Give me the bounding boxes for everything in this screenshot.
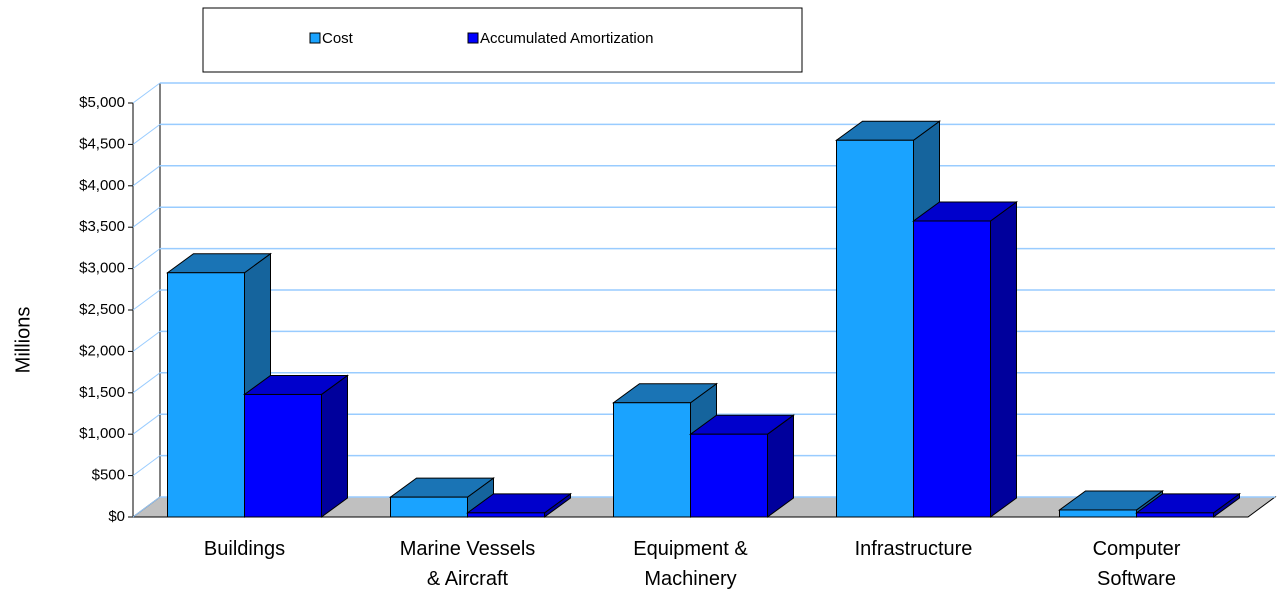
bar xyxy=(1136,512,1214,518)
y-tick-label: $3,500 xyxy=(79,218,125,235)
grid-line xyxy=(132,330,161,352)
bar xyxy=(613,402,691,518)
grid-line xyxy=(132,248,161,270)
x-tick-label-line: Machinery xyxy=(644,568,736,590)
legend-label: Cost xyxy=(322,30,354,47)
bar xyxy=(690,433,768,518)
x-tick-label: Infrastructure xyxy=(855,538,973,560)
x-tick-label: Marine Vessels & Aircraft xyxy=(400,538,536,590)
grid-line xyxy=(132,496,161,518)
bar-side xyxy=(321,374,348,518)
y-tick-label: $500 xyxy=(92,467,125,484)
y-tick-label: $1,000 xyxy=(79,425,125,442)
x-tick-label-line: Equipment & xyxy=(633,538,748,560)
y-tick-label: $0 xyxy=(108,508,125,525)
bar xyxy=(467,512,545,518)
y-tick-label: $4,000 xyxy=(79,177,125,194)
x-tick-label-line: Infrastructure xyxy=(855,538,973,560)
bar xyxy=(1059,509,1137,518)
grid-line xyxy=(132,372,161,394)
x-tick-label: Equipment & Machinery xyxy=(633,538,748,590)
x-tick-label-line: & Aircraft xyxy=(427,568,509,590)
bar xyxy=(836,139,914,518)
legend-label: Accumulated Amortization xyxy=(480,30,653,47)
x-tick-label-line: Buildings xyxy=(204,538,285,560)
grid-line xyxy=(132,123,161,145)
x-tick-label-line: Marine Vessels xyxy=(400,538,536,560)
bar xyxy=(390,496,468,518)
y-tick-label: $5,000 xyxy=(79,94,125,111)
bar xyxy=(913,220,991,518)
grid-line xyxy=(132,165,161,187)
y-tick-label: $2,500 xyxy=(79,301,125,318)
bar xyxy=(244,393,322,518)
grid-line xyxy=(132,82,161,104)
y-tick-label: $4,500 xyxy=(79,135,125,152)
grid-line xyxy=(132,413,161,435)
y-tick-label: $3,000 xyxy=(79,260,125,277)
legend-swatch xyxy=(309,32,321,44)
grid-line xyxy=(132,206,161,228)
y-tick-label: $1,500 xyxy=(79,384,125,401)
x-tick-label-line: Computer xyxy=(1093,538,1181,560)
x-tick-label: Computer Software xyxy=(1093,538,1181,590)
x-tick-label-line: Software xyxy=(1097,568,1176,590)
grid-line xyxy=(132,289,161,311)
bar xyxy=(167,272,245,518)
legend-swatch xyxy=(467,32,479,44)
legend-box xyxy=(202,7,803,73)
grid-line xyxy=(132,455,161,477)
bar-side xyxy=(990,201,1017,518)
y-tick-label: $2,000 xyxy=(79,342,125,359)
x-tick-label: Buildings xyxy=(204,538,285,560)
y-axis-label: Millions xyxy=(12,307,34,374)
